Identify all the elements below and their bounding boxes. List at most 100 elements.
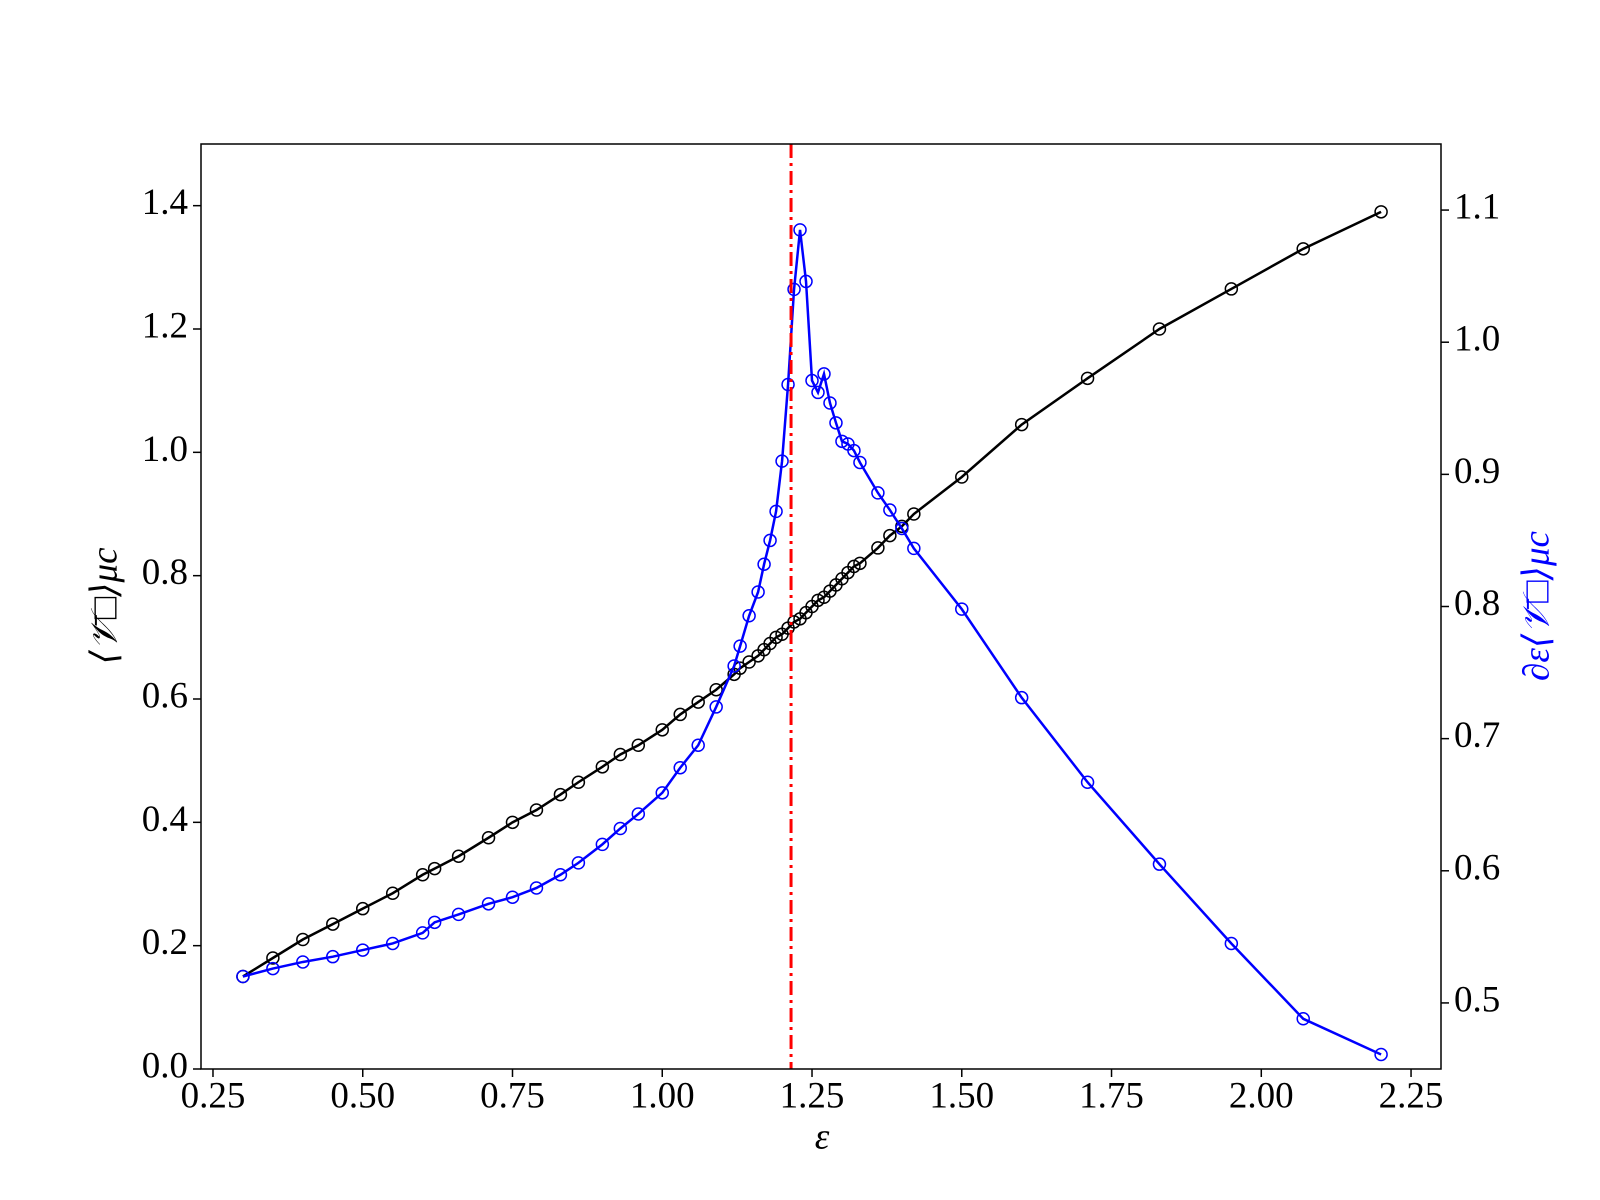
x-axis-label: ε: [815, 1116, 830, 1157]
marker: [769, 504, 783, 519]
marker: [955, 602, 969, 616]
marker: [847, 443, 861, 458]
marker: [296, 932, 310, 947]
marker: [595, 760, 610, 774]
y-tick-label: 1.2: [142, 305, 188, 346]
marker: [853, 556, 867, 571]
x-tick-label: 0.50: [330, 1075, 395, 1116]
marker: [727, 659, 741, 673]
y-tick-label: 0.0: [142, 1045, 188, 1086]
marker: [415, 926, 430, 940]
marker: [1296, 1012, 1310, 1026]
y2-tick-label: 0.7: [1454, 715, 1500, 756]
series-line: [242, 229, 1382, 1056]
marker: [355, 943, 370, 957]
plot-frame: [200, 143, 1442, 1070]
marker: [355, 901, 370, 916]
marker: [571, 856, 586, 870]
marker: [775, 454, 789, 468]
marker: [955, 470, 969, 484]
marker: [673, 760, 687, 775]
marker: [811, 385, 825, 400]
marker: [1374, 1047, 1388, 1062]
marker: [799, 274, 813, 289]
marker: [691, 695, 705, 709]
y2-tick-label: 0.8: [1454, 583, 1500, 624]
marker: [415, 868, 430, 882]
y-tick-label: 1.0: [142, 429, 188, 470]
marker: [595, 837, 610, 852]
marker: [451, 849, 466, 863]
marker: [481, 831, 496, 845]
y2-tick-label: 1.1: [1454, 187, 1500, 228]
marker: [451, 907, 466, 922]
marker: [817, 367, 831, 381]
marker: [757, 557, 771, 571]
marker: [266, 961, 280, 976]
marker: [907, 507, 921, 521]
series-line: [242, 210, 1382, 978]
marker: [823, 396, 837, 410]
marker: [571, 775, 586, 789]
marker: [553, 787, 568, 802]
marker: [655, 786, 670, 800]
x-tick-label: 0.75: [480, 1075, 545, 1116]
marker: [883, 528, 897, 543]
marker: [427, 861, 442, 876]
marker: [1014, 690, 1029, 705]
y2-tick-label: 0.5: [1454, 979, 1500, 1020]
marker: [385, 936, 400, 951]
marker: [1296, 242, 1310, 256]
marker: [673, 707, 687, 722]
marker: [1224, 282, 1239, 296]
x-tick-label: 2.00: [1229, 1075, 1294, 1116]
marker: [326, 917, 340, 931]
marker: [505, 815, 520, 830]
marker: [481, 897, 496, 911]
marker: [709, 700, 723, 714]
marker: [326, 949, 340, 964]
x-tick-label: 1.75: [1079, 1075, 1144, 1116]
marker: [1152, 857, 1167, 871]
marker: [871, 486, 885, 500]
y-tick-label: 1.4: [142, 182, 188, 223]
marker: [529, 803, 544, 817]
marker: [805, 373, 819, 388]
y-tick-label: 0.2: [142, 922, 188, 963]
marker: [829, 416, 843, 430]
marker: [613, 747, 628, 762]
marker: [742, 609, 756, 623]
x-tick-label: 0.25: [181, 1075, 246, 1116]
marker: [835, 434, 849, 449]
x-tick-label: 1.00: [630, 1075, 695, 1116]
marker: [266, 951, 280, 965]
y-tick-label: 0.8: [142, 552, 188, 593]
marker: [1014, 417, 1029, 432]
marker: [787, 282, 801, 297]
y2-axis-label: ∂ε⟨𝒱̄□⟩μc: [1516, 530, 1557, 680]
marker: [853, 455, 867, 470]
marker: [631, 807, 646, 821]
marker: [1080, 775, 1095, 789]
marker: [655, 723, 670, 737]
marker: [763, 533, 777, 548]
marker: [505, 890, 520, 904]
y-axis-label: ⟨𝒱̄□⟩μc: [84, 547, 125, 665]
y-tick-label: 0.4: [142, 799, 188, 840]
y-tick-label: 0.6: [142, 675, 188, 716]
marker: [895, 521, 909, 536]
marker: [1080, 371, 1095, 386]
marker: [781, 377, 795, 392]
marker: [871, 541, 885, 555]
marker: [691, 738, 705, 752]
marker: [709, 683, 723, 697]
x-tick-label: 2.25: [1379, 1075, 1444, 1116]
marker: [793, 223, 807, 237]
marker: [742, 655, 756, 669]
marker: [1152, 322, 1167, 336]
marker: [613, 821, 628, 836]
x-tick-label: 1.50: [929, 1075, 994, 1116]
x-tick-label: 1.25: [780, 1075, 845, 1116]
marker: [553, 868, 568, 882]
